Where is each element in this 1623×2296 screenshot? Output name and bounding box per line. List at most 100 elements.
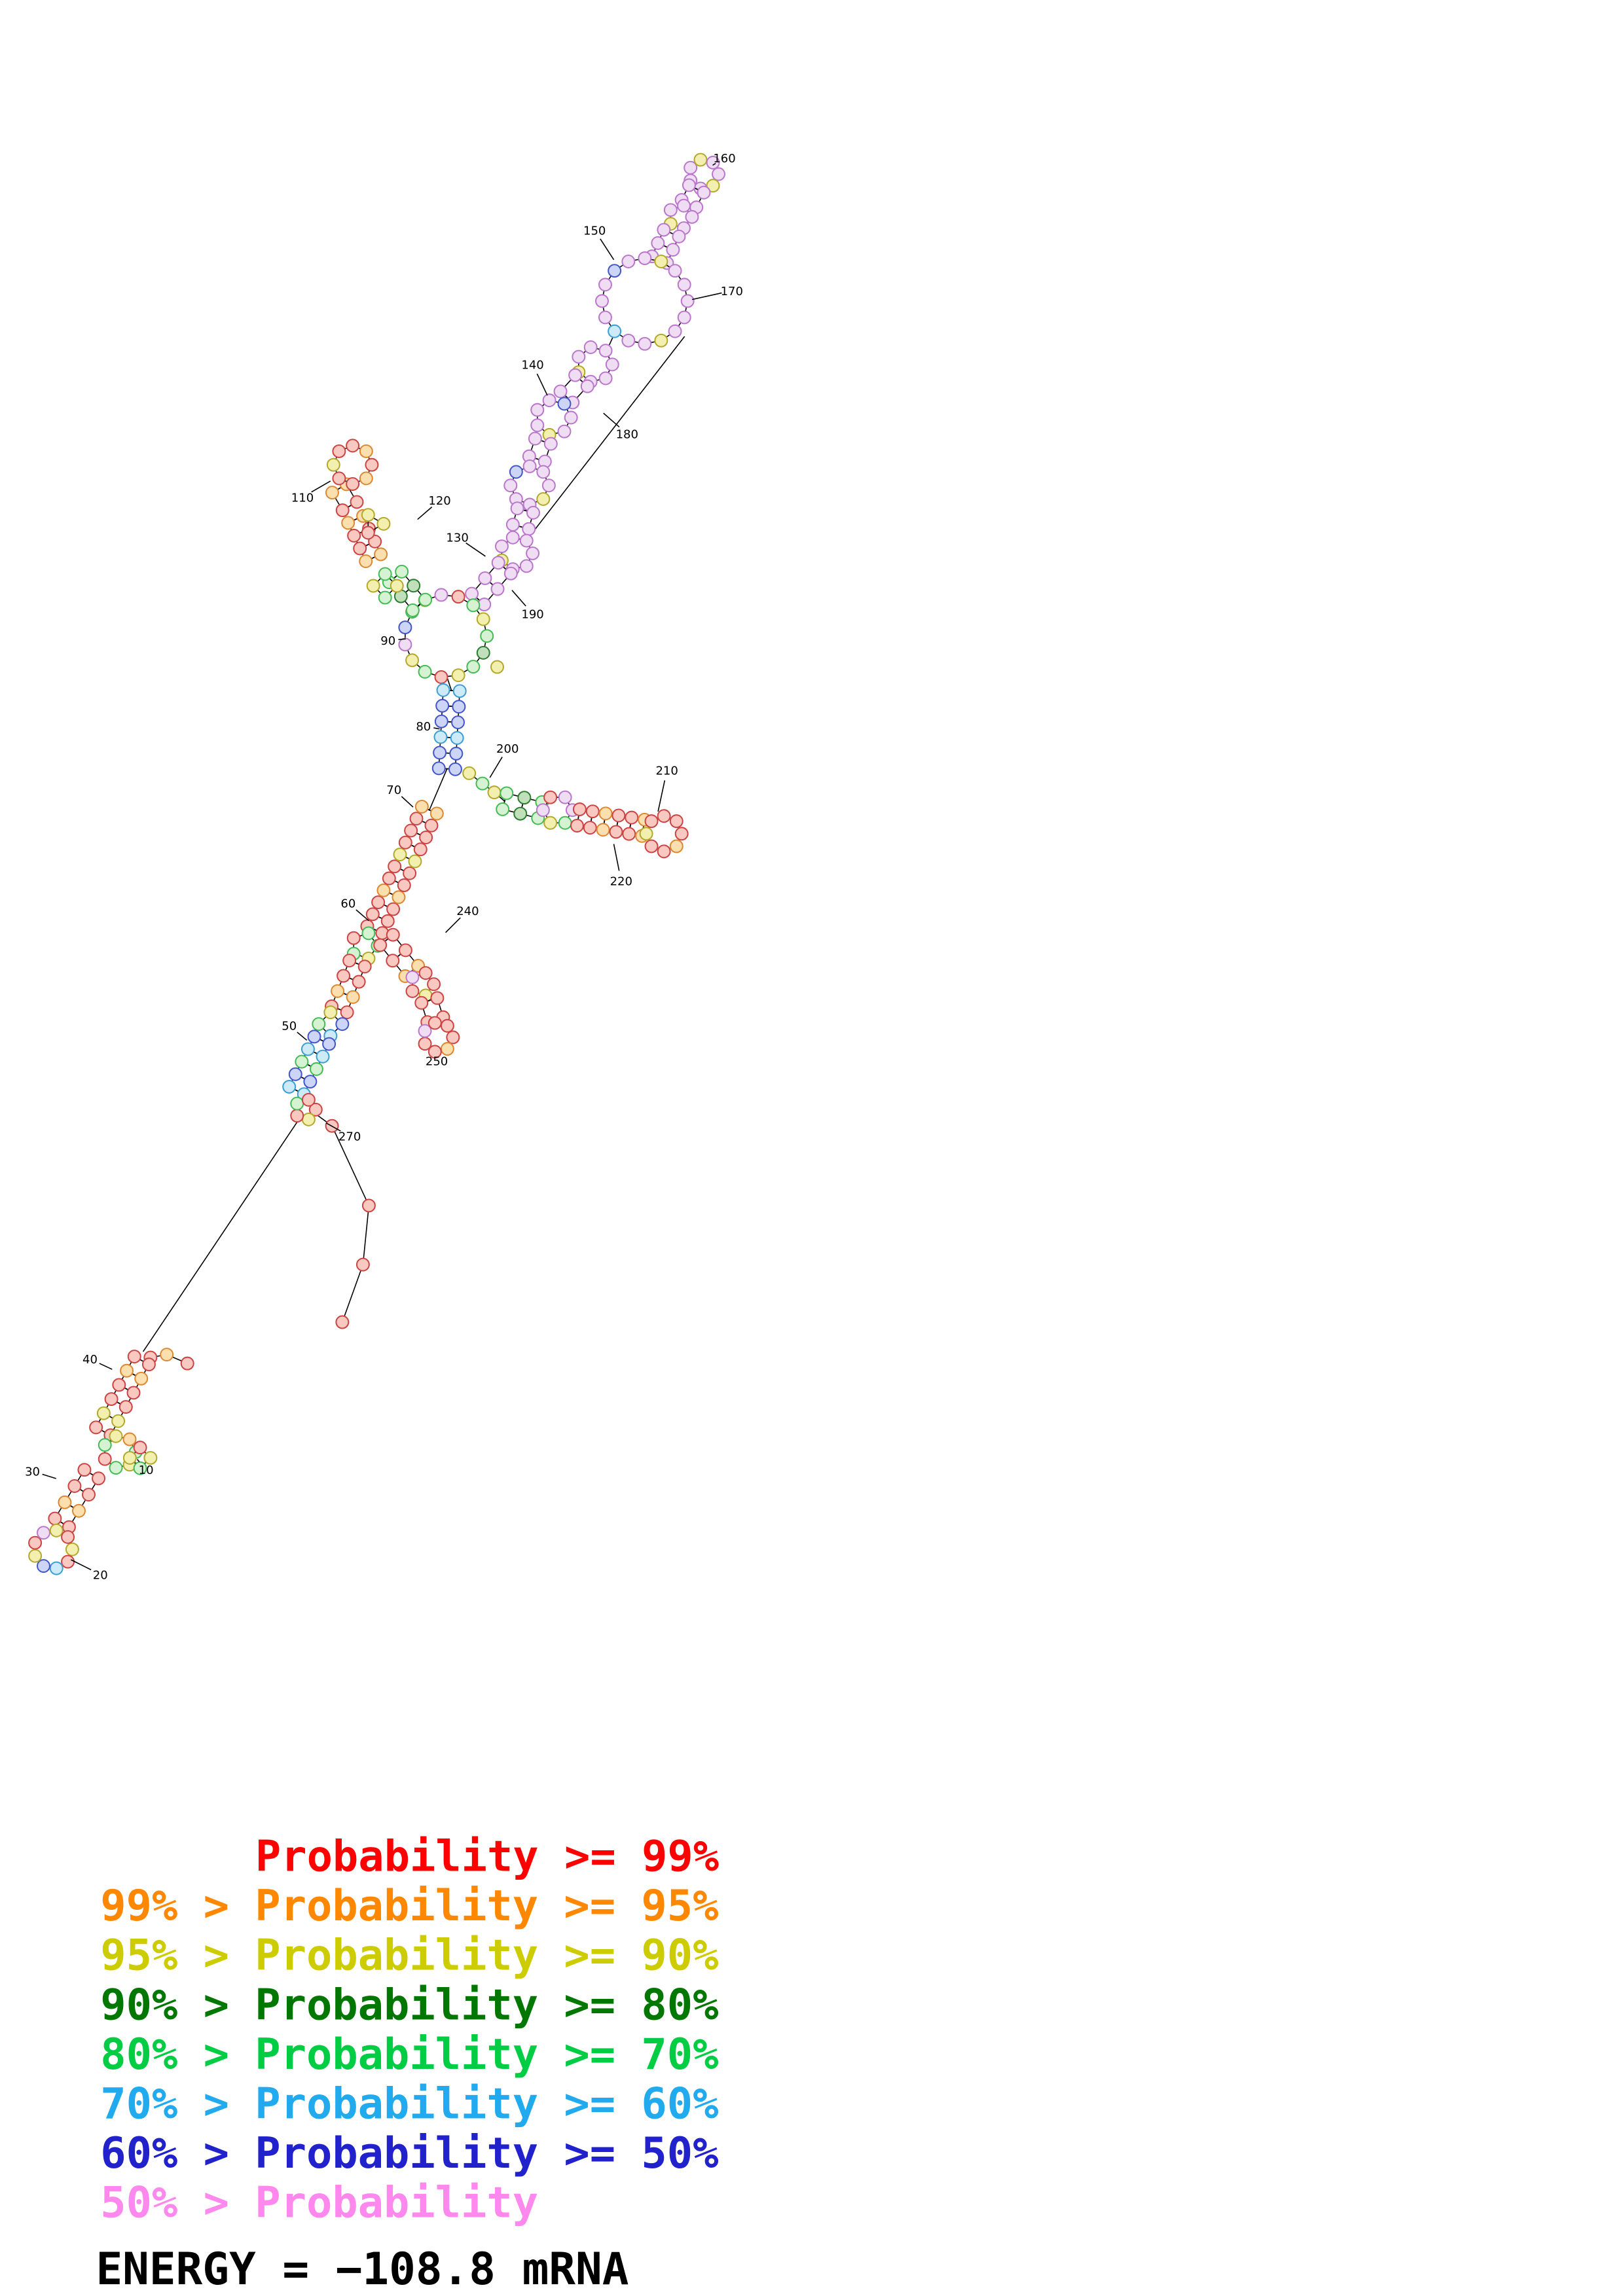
nucleotide: [543, 790, 558, 804]
nucleotide: [669, 839, 684, 853]
nucleotide: [505, 518, 520, 532]
rna-loop: [595, 251, 695, 351]
backbone-line: [489, 757, 503, 778]
backbone-line: [42, 1473, 56, 1479]
rna-helix: [570, 802, 652, 843]
rna-loop: [366, 567, 404, 605]
nucleotide: [570, 818, 584, 833]
nucleotide: [82, 1488, 96, 1502]
position-number: 130: [446, 531, 468, 545]
nucleotide: [541, 478, 556, 493]
position-label: 240: [445, 905, 479, 933]
legend-line-95: 99% > Probability >= 95%: [100, 1881, 718, 1931]
nucleotide: [536, 803, 550, 817]
nucleotide: [685, 209, 699, 224]
position-label: 30: [25, 1465, 56, 1479]
nucleotide: [119, 1400, 133, 1414]
nucleotide: [505, 530, 520, 545]
nucleotide: [672, 229, 686, 243]
nucleotide: [414, 996, 429, 1010]
position-number: 60: [340, 897, 356, 911]
nucleotide: [625, 810, 639, 825]
rna-loop: [290, 1092, 323, 1126]
nucleotide: [654, 333, 668, 348]
nucleotide: [337, 969, 351, 983]
legend-line-99: Probability >= 99%: [255, 1832, 719, 1882]
nucleotide: [386, 927, 400, 942]
nucleotide: [393, 848, 407, 862]
nucleotide: [332, 444, 346, 458]
nucleotide: [449, 746, 464, 761]
nucleotide: [435, 698, 450, 713]
rna-strand: [462, 766, 501, 800]
rna-loop: [346, 926, 385, 965]
nucleotide: [494, 539, 509, 554]
nucleotide: [668, 264, 682, 278]
nucleotide: [77, 1463, 92, 1477]
nucleotide: [392, 890, 406, 905]
nucleotide: [621, 255, 636, 268]
nucleotide: [433, 730, 448, 744]
nucleotide: [133, 1461, 147, 1475]
position-label: 160: [712, 152, 736, 166]
backbone-line: [297, 1031, 308, 1041]
nucleotide: [111, 1414, 126, 1428]
nucleotide: [608, 264, 622, 278]
nucleotide: [668, 324, 682, 338]
nucleotide: [390, 579, 404, 593]
nucleotide: [526, 505, 540, 520]
nucleotide: [476, 612, 490, 626]
nucleotide: [408, 854, 422, 869]
position-label: 170: [691, 285, 743, 300]
nucleotide: [605, 357, 619, 372]
rna-helix: [360, 799, 444, 941]
nucleotide: [503, 478, 518, 493]
nucleotide: [697, 185, 711, 200]
probability-legend: Probability >= 99% 99% > Probability >= …: [96, 1832, 719, 2295]
backbone-line: [447, 677, 452, 691]
nucleotide: [361, 508, 375, 522]
nucleotide: [503, 566, 518, 581]
nucleotide: [490, 582, 505, 596]
position-label: 80: [416, 720, 440, 734]
position-number: 30: [25, 1465, 40, 1479]
nucleotide: [359, 471, 373, 486]
nucleotide: [282, 1079, 297, 1094]
nucleotide: [436, 683, 450, 697]
rna-loop: [326, 439, 379, 491]
nucleotide: [418, 592, 433, 607]
nucleotide: [288, 1067, 302, 1081]
nucleotide: [378, 567, 392, 581]
nucleotide: [580, 379, 594, 393]
rna-line: [429, 768, 448, 811]
position-label: 150: [583, 224, 615, 260]
rna-line: [447, 677, 452, 691]
rna-helix: [325, 954, 372, 1020]
nucleotide: [517, 791, 532, 805]
position-number: 50: [282, 1020, 297, 1033]
position-number: 200: [496, 742, 519, 756]
nucleotide: [543, 437, 558, 451]
nucleotide: [366, 579, 380, 593]
rna-strand: [490, 660, 504, 674]
position-number: 160: [713, 152, 735, 166]
nucleotide: [122, 1432, 137, 1446]
nucleotide: [475, 776, 490, 791]
backbone-line: [465, 542, 486, 557]
nucleotide: [430, 991, 445, 1005]
position-label: 130: [446, 531, 486, 557]
position-label: 50: [282, 1020, 308, 1041]
nucleotide: [376, 516, 391, 531]
nucleotide: [361, 926, 376, 941]
nucleotide: [405, 653, 420, 668]
nucleotide: [143, 1450, 158, 1465]
nucleotide: [371, 895, 386, 910]
legend-line-70: 80% > Probability >= 70%: [100, 2030, 718, 2079]
nucleotide: [663, 203, 678, 217]
backbone-line: [401, 796, 414, 808]
nucleotide: [316, 1049, 330, 1064]
nucleotide: [373, 938, 388, 952]
nucleotide: [92, 1471, 105, 1486]
rna-helix: [282, 1030, 337, 1102]
